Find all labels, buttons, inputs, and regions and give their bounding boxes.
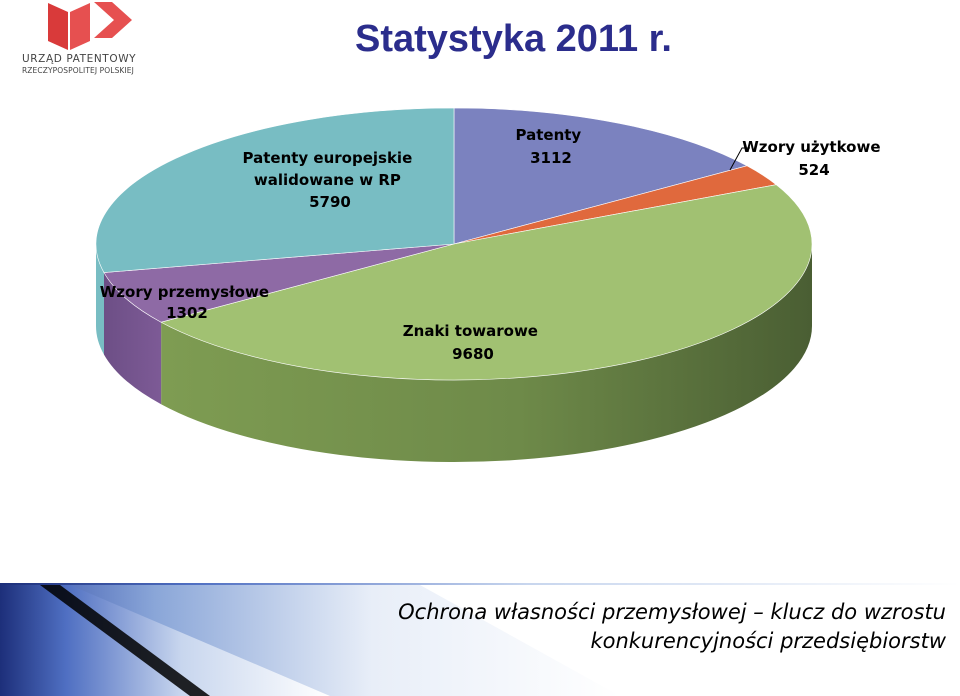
slice-label-znaki-towarowe: Znaki towarowe 9680 [403,322,543,363]
footer-line1: Ochrona własności przemysłowej – klucz d… [398,600,946,624]
footer-line2: konkurencyjności przedsiębiorstw [590,629,946,653]
footer-band [0,583,960,696]
slice-label-patenty-europejskie: Patenty europejskie walidowane w RP 5790 [243,149,418,211]
slice-label-patenty: Patenty 3112 [516,126,587,167]
pie-chart: Patenty 3112 Wzory użytkowe 524 Znaki to… [95,107,885,462]
slice-patenty [453,107,748,245]
logo-mark-left [48,3,68,50]
logo-line1: URZĄD PATENTOWY [22,53,137,65]
slice-wzory-przemyslowe [103,243,455,323]
leader-line-wzory-uzytkowe [729,147,750,171]
logo-line2: RZECZYPOSPOLITEJ POLSKIEJ [22,66,134,75]
logo [48,2,132,50]
footer-band-line [0,583,960,585]
pie-slices [95,107,813,381]
footer-band-stripe [40,585,210,696]
slice-side-wzory-przemyslowe [104,272,162,405]
slice-patenty-europejskie [95,107,455,273]
pie-labels: Patenty 3112 Wzory użytkowe 524 Znaki to… [100,126,885,363]
logo-mark-arrow [94,2,132,38]
page-title: Statystyka 2011 r. [355,18,672,60]
slice-label-wzory-uzytkowe: Wzory użytkowe 524 [742,138,885,179]
slice-znaki-towarowe [160,184,813,381]
slice-label-wzory-przemyslowe: Wzory przemysłowe 1302 [100,283,275,322]
logo-mark-middle [70,3,90,50]
pie-side-walls [96,244,813,462]
logo-text: URZĄD PATENTOWY RZECZYPOSPOLITEJ POLSKIE… [22,54,152,76]
footer-slogan: Ochrona własności przemysłowej – klucz d… [398,598,946,656]
slice-side-patenty-europejskie [96,244,105,355]
slice-side-znaki-towarowe [161,244,813,462]
